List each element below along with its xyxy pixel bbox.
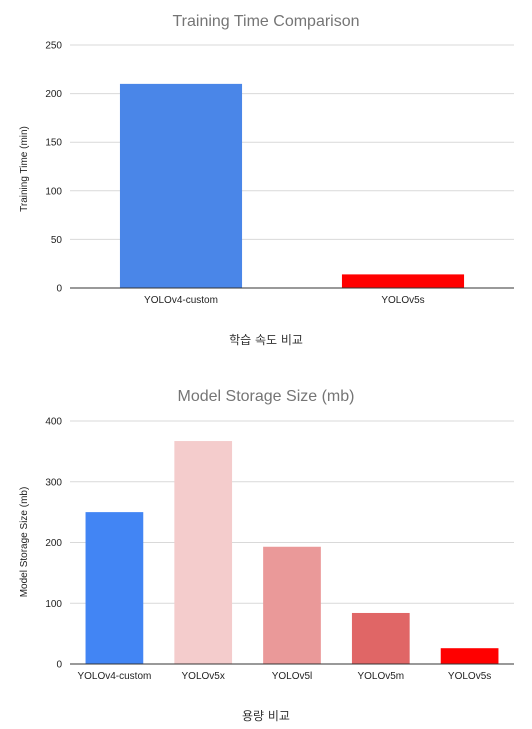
bar-yolov5m	[351, 612, 410, 664]
bars	[85, 441, 499, 664]
y-tick-label: 300	[45, 477, 62, 488]
y-tick-label: 0	[56, 660, 62, 671]
training-time-chart: Training Time Comparison Training Time (…	[0, 0, 532, 306]
y-tick-label: 100	[45, 599, 62, 610]
x-tick-labels: YOLOv4-custom YOLOv5s	[144, 295, 425, 306]
x-tick-label: YOLOv5l	[272, 671, 313, 682]
y-tick-label: 400	[45, 417, 62, 428]
bar-yolov4-custom	[119, 83, 243, 288]
chart-title: Training Time Comparison	[172, 13, 359, 30]
bar-yolov5s	[341, 274, 465, 288]
bar-yolov5s	[440, 648, 499, 664]
y-tick-label: 0	[56, 284, 62, 295]
figure-caption-training: 학습 속도 비교	[229, 333, 303, 347]
y-tick-labels: 0 100 200 300 400	[45, 417, 62, 671]
y-tick-label: 100	[45, 186, 62, 197]
chart-title: Model Storage Size (mb)	[178, 388, 355, 405]
x-tick-label: YOLOv4-custom	[77, 671, 151, 682]
x-tick-label: YOLOv5s	[448, 671, 491, 682]
gridlines	[70, 420, 514, 665]
bar-yolov5x	[174, 441, 233, 664]
training-time-chart-svg: Training Time Comparison Training Time (…	[19, 13, 514, 306]
figure-caption-storage: 용량 비교	[242, 709, 290, 723]
y-tick-label: 150	[45, 138, 62, 149]
storage-size-chart-svg: Model Storage Size (mb) Model Storage Si…	[19, 388, 514, 682]
y-axis-label: Model Storage Size (mb)	[19, 487, 30, 598]
x-tick-label: YOLOv5s	[381, 295, 424, 306]
y-tick-label: 200	[45, 89, 62, 100]
x-tick-labels: YOLOv4-custom YOLOv5x YOLOv5l YOLOv5m YOLOv5…	[77, 671, 491, 682]
storage-size-chart: Model Storage Size (mb) Model Storage Si…	[0, 375, 532, 682]
y-tick-labels: 0 50 100 150 200 250	[45, 41, 62, 295]
bars	[119, 83, 465, 288]
y-tick-label: 250	[45, 41, 62, 52]
y-tick-label: 200	[45, 538, 62, 549]
bar-yolov5l	[263, 546, 321, 664]
bar-yolov4-custom	[85, 512, 144, 664]
x-tick-label: YOLOv5m	[357, 671, 404, 682]
x-tick-label: YOLOv4-custom	[144, 295, 218, 306]
y-tick-label: 50	[51, 235, 63, 246]
x-tick-label: YOLOv5x	[182, 671, 225, 682]
y-axis-label: Training Time (min)	[19, 126, 30, 212]
